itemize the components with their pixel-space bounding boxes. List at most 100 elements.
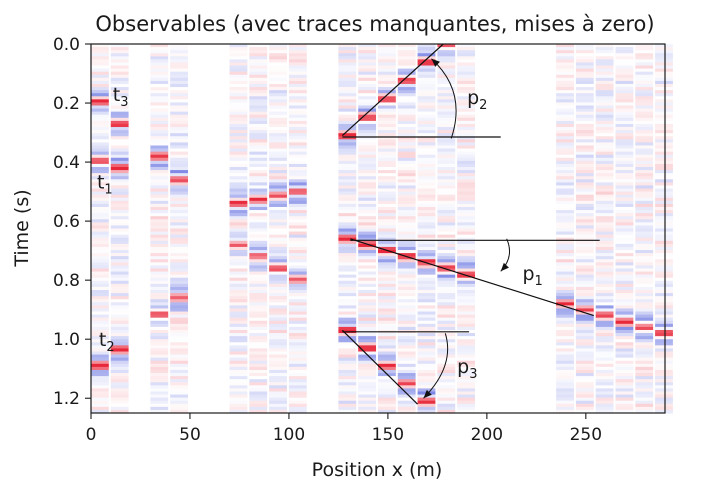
trace-cell [655, 409, 673, 414]
trace-cell [556, 114, 574, 119]
trace-cell [417, 59, 436, 64]
trace-cell [170, 127, 188, 131]
trace-cell [378, 87, 396, 91]
trace-cell [575, 385, 594, 389]
trace-cell [269, 170, 287, 174]
trace-cell [655, 314, 673, 319]
trace-cell [397, 342, 416, 346]
trace-cell [417, 77, 436, 82]
trace-cell [150, 283, 169, 288]
trace-cell [615, 142, 634, 147]
trace-cell [635, 163, 654, 168]
trace-cell [170, 111, 188, 116]
trace-cell [91, 130, 109, 134]
trace-cell [110, 59, 129, 64]
trace-cell [635, 317, 654, 322]
trace-cell [397, 62, 416, 67]
trace-cell [397, 397, 416, 402]
trace-cell [269, 59, 287, 64]
trace-cell [615, 87, 634, 91]
trace-cell [457, 360, 475, 365]
trace-cell [288, 385, 307, 389]
trace-cell [269, 311, 287, 316]
trace-cell [150, 157, 169, 162]
trace-cell [249, 203, 268, 208]
trace-cell [269, 160, 287, 165]
trace-cell [457, 102, 475, 107]
trace-cell [378, 320, 396, 325]
trace-cell [437, 120, 456, 125]
trace-cell [575, 290, 594, 294]
trace-cell [655, 130, 673, 134]
trace-cell [378, 382, 396, 386]
trace-cell [457, 197, 475, 202]
trace-cell [229, 185, 248, 190]
trace-cell [556, 139, 574, 143]
trace-cell [229, 44, 248, 48]
trace-cell [437, 234, 456, 239]
trace-cell [91, 219, 109, 223]
trace-cell [615, 342, 634, 346]
trace-cell [575, 237, 594, 242]
trace-cell [655, 253, 673, 257]
trace-cell [170, 130, 188, 134]
trace-cell [358, 154, 377, 159]
trace-cell [635, 206, 654, 211]
trace-cell [595, 339, 614, 343]
trace-cell [170, 203, 188, 208]
trace-cell [437, 253, 456, 257]
trace-cell [288, 136, 307, 140]
trace-cell [229, 302, 248, 306]
trace-cell [457, 336, 475, 340]
trace-cell [575, 96, 594, 100]
trace-cell [575, 123, 594, 128]
trace-cell [635, 133, 654, 137]
trace-cell [150, 326, 169, 331]
trace-cell [150, 376, 169, 380]
trace-cell [229, 151, 248, 156]
trace-cell [170, 259, 188, 263]
trace-cell [417, 127, 436, 131]
trace-cell [150, 105, 169, 110]
trace-cell [150, 194, 169, 199]
trace-cell [556, 366, 574, 371]
trace-cell [170, 348, 188, 353]
trace-cell [91, 302, 109, 306]
trace-cell [269, 219, 287, 223]
trace-cell [437, 142, 456, 147]
trace-cell [91, 323, 109, 328]
trace-x70 [229, 44, 248, 414]
trace-cell [170, 333, 188, 337]
trace-cell [288, 406, 307, 411]
trace-cell [338, 268, 357, 273]
trace-cell [110, 213, 129, 217]
trace-cell [397, 376, 416, 380]
trace-cell [269, 74, 287, 79]
trace-cell [595, 308, 614, 313]
trace-cell [595, 188, 614, 193]
trace-cell [556, 142, 574, 147]
trace-cell [229, 326, 248, 331]
trace-cell [249, 400, 268, 405]
trace-cell [91, 194, 109, 199]
trace-cell [378, 237, 396, 242]
trace-cell [150, 259, 169, 263]
seismic-traces [91, 44, 673, 414]
trace-cell [655, 53, 673, 57]
trace-cell [170, 357, 188, 362]
trace-cell [457, 74, 475, 79]
trace-cell [170, 108, 188, 113]
trace-cell [615, 77, 634, 82]
trace-cell [170, 351, 188, 356]
trace-cell [437, 160, 456, 165]
annotation-t2: t2 [99, 329, 115, 355]
trace-cell [655, 213, 673, 217]
trace-cell [288, 148, 307, 153]
trace-cell [249, 173, 268, 177]
trace-cell [229, 363, 248, 368]
trace-cell [358, 259, 377, 263]
trace-cell [338, 200, 357, 205]
trace-cell [457, 409, 475, 414]
